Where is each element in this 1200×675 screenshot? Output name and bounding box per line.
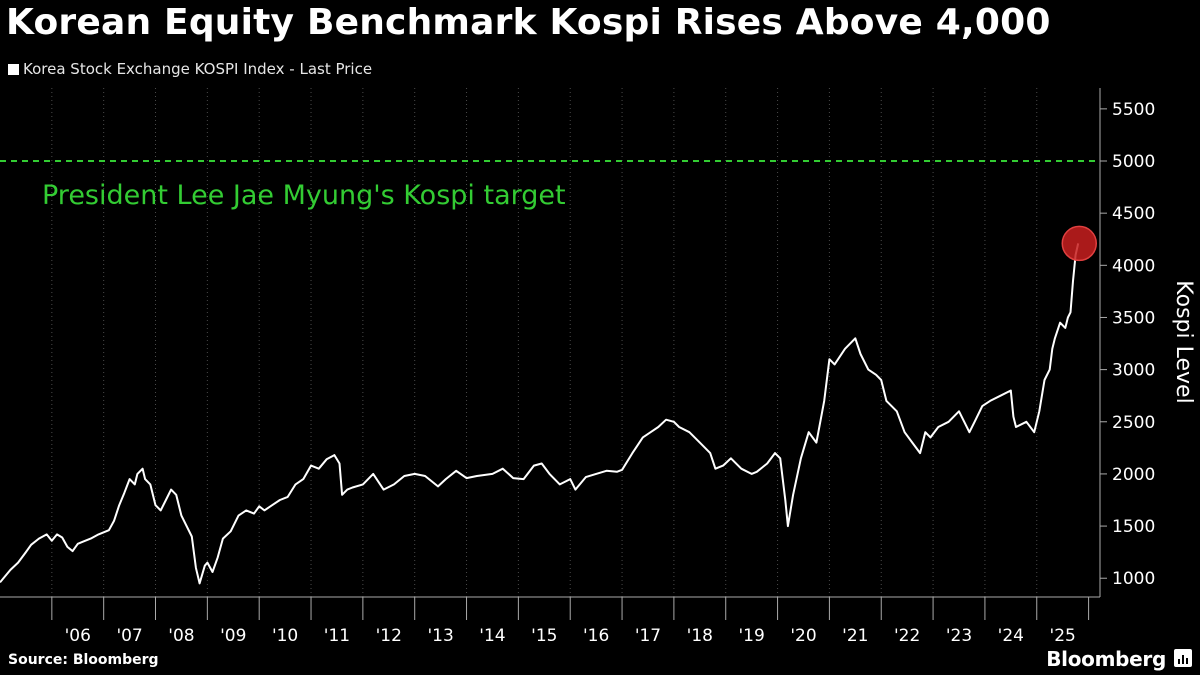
x-tick-label: '06 bbox=[65, 626, 91, 646]
y-tick-label: 4000 bbox=[1112, 256, 1155, 276]
source-note: Source: Bloomberg bbox=[8, 652, 159, 668]
x-tick-label: '13 bbox=[427, 626, 453, 646]
x-tick-label: '15 bbox=[531, 626, 557, 646]
x-tick-label: '25 bbox=[1050, 626, 1076, 646]
bloomberg-logo: Bloomberg bbox=[1046, 647, 1166, 671]
x-tick-label: '07 bbox=[116, 626, 142, 646]
x-tick-label: '17 bbox=[635, 626, 661, 646]
y-tick-label: 5500 bbox=[1112, 100, 1155, 120]
x-tick-label: '11 bbox=[324, 626, 350, 646]
bloomberg-terminal-icon bbox=[1174, 649, 1192, 667]
x-tick-label: '10 bbox=[272, 626, 298, 646]
y-tick-label: 5000 bbox=[1112, 152, 1155, 172]
y-tick-label: 2500 bbox=[1112, 413, 1155, 433]
x-tick-label: '24 bbox=[998, 626, 1024, 646]
x-tick-label: '16 bbox=[583, 626, 609, 646]
y-tick-label: 4500 bbox=[1112, 204, 1155, 224]
x-tick-label: '08 bbox=[168, 626, 194, 646]
legend-label: Korea Stock Exchange KOSPI Index - Last … bbox=[23, 60, 373, 78]
legend-swatch bbox=[8, 63, 19, 75]
x-tick-label: '21 bbox=[842, 626, 868, 646]
x-tick-label: '18 bbox=[687, 626, 713, 646]
latest-value-highlight bbox=[1061, 225, 1098, 262]
y-axis-label: Kospi Level bbox=[1171, 280, 1196, 403]
y-tick-label: 1500 bbox=[1112, 517, 1155, 537]
legend: Korea Stock Exchange KOSPI Index - Last … bbox=[8, 60, 372, 78]
y-tick-label: 1000 bbox=[1112, 569, 1155, 589]
y-tick-label: 3000 bbox=[1112, 361, 1155, 381]
x-tick-label: '20 bbox=[790, 626, 816, 646]
kospi-series-line bbox=[0, 243, 1080, 585]
target-annotation: President Lee Jae Myung's Kospi target bbox=[42, 180, 566, 211]
chart-title: Korean Equity Benchmark Kospi Rises Abov… bbox=[6, 2, 1051, 43]
x-tick-label: '22 bbox=[894, 626, 920, 646]
x-tick-label: '09 bbox=[220, 626, 246, 646]
x-tick-label: '14 bbox=[479, 626, 505, 646]
y-tick-label: 3500 bbox=[1112, 308, 1155, 328]
y-tick-label: 2000 bbox=[1112, 465, 1155, 485]
x-tick-label: '23 bbox=[946, 626, 972, 646]
x-tick-label: '12 bbox=[376, 626, 402, 646]
x-tick-label: '19 bbox=[738, 626, 764, 646]
